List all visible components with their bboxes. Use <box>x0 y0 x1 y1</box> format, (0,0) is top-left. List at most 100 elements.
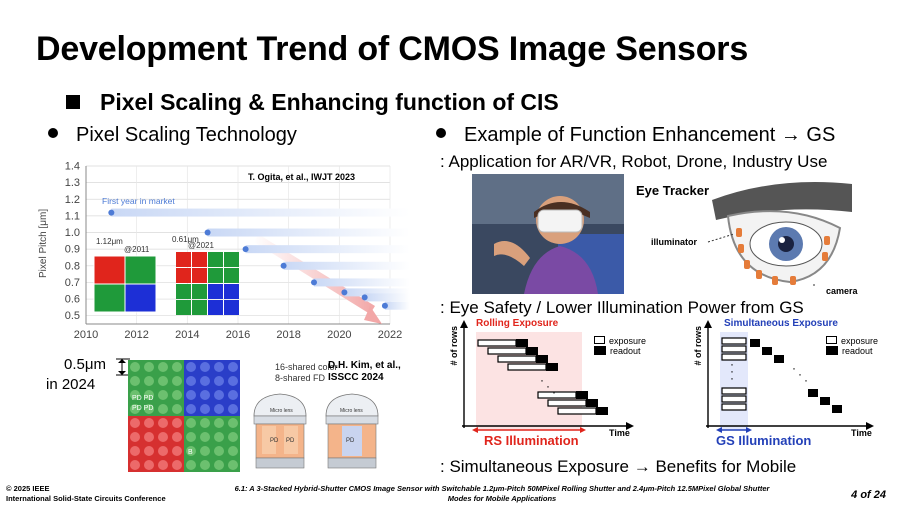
chart-y-ticks: 0.5 0.6 0.7 0.8 0.9 1.0 1.1 1.2 1.3 1.4 <box>65 161 80 323</box>
page-number: 4 of 24 <box>851 489 886 501</box>
trend-arrow-head <box>364 306 382 324</box>
rs-exposure-bar <box>557 407 597 415</box>
svg-text:PD PD: PD PD <box>132 405 153 412</box>
slide-subtitle: Pixel Scaling & Enhancing function of CI… <box>66 89 559 116</box>
pixel-cell <box>176 284 191 299</box>
data-point <box>204 229 211 236</box>
rs-readout-bar <box>586 399 598 407</box>
svg-text:·: · <box>552 385 556 399</box>
pixel-cell <box>176 252 191 267</box>
left-heading-text: Pixel Scaling Technology <box>76 124 297 146</box>
rs-rows <box>477 339 608 415</box>
gs-legend: exposure readout <box>826 336 878 356</box>
rs-exposure-bar <box>477 339 517 347</box>
pixel-layout-image: PD PD PD PD B <box>128 360 240 472</box>
x-tick-label: 2014 <box>175 329 199 341</box>
rs-readout-bar <box>516 339 528 347</box>
bullet-dot-icon <box>436 128 446 138</box>
x-tick-label: 2020 <box>327 329 351 341</box>
shared-note: 16-shared color 8-shared FD <box>275 362 338 384</box>
trend-bar <box>207 228 410 237</box>
readout-swatch-icon <box>594 346 606 355</box>
y-tick-label: 1.1 <box>65 210 80 222</box>
right-line-2: : Eye Safety / Lower Illumination Power … <box>440 298 804 317</box>
gs-legend-readout: readout <box>842 346 873 356</box>
square-bullet-icon <box>66 95 80 109</box>
pixel-grid-2021 <box>176 252 239 315</box>
pixel-cell <box>224 284 239 299</box>
footer-left: © 2025 IEEE International Solid-State Cir… <box>6 484 166 504</box>
chart-annotation-first-year: First year in market <box>102 196 175 206</box>
pixel-grid-2011 <box>93 255 157 313</box>
data-point <box>311 279 317 286</box>
pixel-cell <box>224 268 239 283</box>
arrow-icon: → <box>780 124 801 146</box>
y-tick-label: 1.0 <box>65 227 80 239</box>
gs-readout-bar <box>750 339 760 347</box>
gs-exposure-bar <box>721 353 747 361</box>
pixel-cell <box>224 300 239 315</box>
svg-text:·: · <box>540 373 544 387</box>
bullet-dot-icon <box>48 128 58 138</box>
footer-caption: 6.1: A 3-Stacked Hybrid-Shutter CMOS Ima… <box>234 484 770 503</box>
svg-text:·: · <box>730 364 734 378</box>
pixel-cell <box>208 300 223 315</box>
trend-bar <box>384 301 410 310</box>
eye-tracker-label: Eye Tracker <box>636 183 710 198</box>
data-point <box>280 262 287 269</box>
rs-time-label: Time <box>609 428 630 438</box>
x-tick-label: 2016 <box>226 329 250 341</box>
gs-rows <box>721 337 842 413</box>
layout-ref-line2: ISSCC 2024 <box>328 372 384 383</box>
pitch-dimension-arrow <box>116 358 130 376</box>
vr-headset-photo <box>472 174 624 294</box>
gs-title: Simultaneous Exposure <box>724 318 838 329</box>
svg-text:PD: PD <box>286 438 295 444</box>
chart-ref: T. Ogita, et al., IWJT 2023 <box>248 172 355 182</box>
pixel-cell <box>192 268 207 283</box>
right-heading: Example of Function Enhancement → GS <box>436 124 835 147</box>
pitch-label: 0.5μm <box>64 356 106 373</box>
gs-exposure-bar <box>721 403 747 411</box>
right-heading-suffix: GS <box>806 124 836 146</box>
arrow-icon: → <box>633 457 651 476</box>
data-point <box>381 302 388 309</box>
right-line-1: : Application for AR/VR, Robot, Drone, I… <box>440 152 828 171</box>
trend-bar <box>314 278 410 287</box>
gs-exposure-bar <box>721 395 747 403</box>
svg-text:·: · <box>730 371 734 385</box>
chart-annotation-112: 1.12μm <box>96 237 123 246</box>
pixel-cell <box>208 284 223 299</box>
rs-illumination-band <box>476 332 582 430</box>
trend-bar <box>364 293 410 302</box>
pixel-cell <box>176 268 191 283</box>
rs-legend-exposure: exposure <box>609 336 647 346</box>
gs-legend-exposure: exposure <box>841 336 879 346</box>
rs-illumination-label: RS Illumination <box>484 433 579 448</box>
subtitle-text: Pixel Scaling & Enhancing function of CI… <box>100 89 559 115</box>
data-point <box>108 209 115 216</box>
rs-readout-bar <box>526 347 538 355</box>
chart-trend-bars <box>111 208 410 310</box>
camera-label: camera <box>826 286 858 296</box>
right-line-3-prefix: : Simultaneous Exposure <box>440 457 629 476</box>
rs-rows-label: # of rows <box>449 326 459 366</box>
pixel-cell <box>192 300 207 315</box>
rs-exposure-bar <box>507 363 547 371</box>
rs-readout-bar <box>596 407 608 415</box>
rs-exposure-bar <box>537 391 577 399</box>
trend-bar <box>245 245 410 254</box>
exposure-swatch-icon <box>594 336 605 344</box>
layout-ref-line1: D.H. Kim, et al., <box>328 360 401 371</box>
gs-exposure-bar <box>721 387 747 395</box>
gs-readout-bar <box>808 389 818 397</box>
y-tick-label: 0.6 <box>65 294 80 306</box>
y-tick-label: 0.9 <box>65 244 80 256</box>
slide-title: Development Trend of CMOS Image Sensors <box>36 30 749 68</box>
illuminator-label: illuminator <box>651 237 698 247</box>
y-tick-label: 0.8 <box>65 260 80 272</box>
svg-text:Micro lens: Micro lens <box>340 408 363 414</box>
svg-text:PD: PD <box>270 438 279 444</box>
chart-points <box>108 209 388 309</box>
chart-annotation-2021: @2021 <box>188 241 214 250</box>
